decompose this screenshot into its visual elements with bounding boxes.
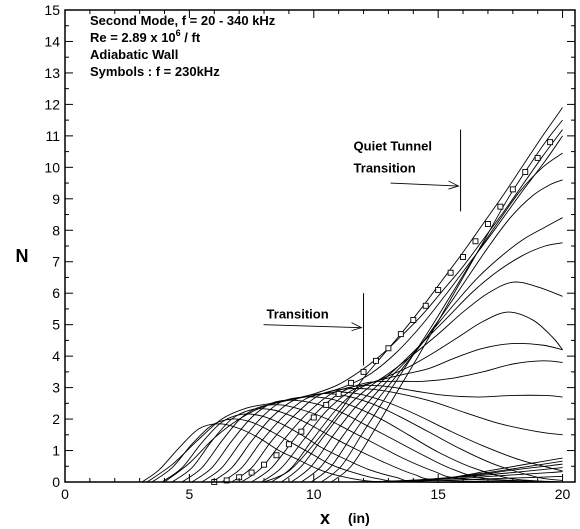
legend-line-2: Re = 2.89 x 106 / ft <box>90 28 201 45</box>
quiet-tunnel-arrowhead <box>448 180 460 190</box>
legend-line-4: Symbols : f = 230kHz <box>90 64 220 79</box>
y-tick-label: 13 <box>44 65 60 81</box>
y-tick-label: 11 <box>45 128 60 144</box>
symbol-point <box>422 302 429 309</box>
y-tick-label: 7 <box>52 254 60 270</box>
series-line-17 <box>301 217 563 483</box>
y-tick-label: 3 <box>52 380 60 396</box>
y-tick-label: 4 <box>52 348 60 364</box>
series-line-13 <box>261 342 563 483</box>
x-tick-label: 5 <box>185 486 193 502</box>
x-tick-label: 15 <box>430 486 446 502</box>
transition-label: Transition <box>267 307 329 322</box>
symbol-point <box>522 169 529 176</box>
symbol-point <box>298 428 305 435</box>
y-tick-label: 1 <box>52 443 60 459</box>
symbol-point <box>273 452 280 459</box>
symbol-point <box>323 401 330 408</box>
symbol-point <box>435 287 442 294</box>
x-tick-label: 0 <box>61 486 69 502</box>
symbol-point <box>547 139 554 146</box>
symbol-point <box>223 477 230 484</box>
y-tick-label: 10 <box>44 159 60 175</box>
legend-text: Second Mode, f = 20 - 340 kHz Re = 2.89 … <box>90 13 276 79</box>
symbol-point <box>460 254 466 260</box>
series-line-8 <box>211 393 563 483</box>
symbol-point <box>335 390 342 397</box>
series-line-19 <box>320 152 563 483</box>
symbol-series <box>211 139 554 485</box>
y-tick-label: 2 <box>52 411 60 427</box>
quiet-tunnel-label-line-1: Quiet Tunnel <box>354 138 432 153</box>
symbol-point <box>348 379 355 386</box>
y-axis-label: N <box>16 246 29 266</box>
series-line-11 <box>241 384 563 483</box>
series-line-2 <box>151 418 563 483</box>
series-line-27 <box>388 463 563 483</box>
series-line-7 <box>201 396 563 483</box>
quiet-tunnel-arrow <box>390 182 459 187</box>
legend-re-prefix: Re = 2.89 x 10 <box>90 30 176 45</box>
y-tick-label: 5 <box>52 317 60 333</box>
symbol-point <box>360 368 367 375</box>
series-line-20 <box>330 119 563 483</box>
symbol-point <box>385 345 392 352</box>
y-tick-label: 14 <box>44 33 60 49</box>
x-axis-unit: (in) <box>348 510 370 526</box>
plot-frame <box>64 9 576 483</box>
symbol-point <box>497 203 504 210</box>
y-tick-label: 6 <box>52 285 60 301</box>
legend-re-suffix: / ft <box>181 30 201 45</box>
legend-line-1: Second Mode, f = 20 - 340 kHz <box>90 13 276 28</box>
symbol-point <box>261 461 267 468</box>
y-tick-label: 12 <box>44 96 60 112</box>
x-axis-label: x <box>320 508 330 528</box>
series-line-3 <box>161 413 563 483</box>
legend-line-3: Adiabatic Wall <box>90 47 178 62</box>
y-tick-label: 15 <box>44 2 60 18</box>
symbol-point <box>373 357 379 364</box>
y-tick-label: 8 <box>52 222 60 238</box>
symbol-point <box>447 269 454 276</box>
series-line-9 <box>221 391 563 483</box>
x-tick-label: 10 <box>306 486 322 502</box>
symbol-point <box>248 469 255 476</box>
series-line-12 <box>251 360 563 483</box>
series-line-14 <box>271 311 563 483</box>
symbol-point <box>397 331 404 338</box>
transition-arrowhead <box>351 322 363 332</box>
annotations: Transition Quiet Tunnel Transition <box>263 129 462 366</box>
symbol-point <box>285 441 292 448</box>
transition-arrow <box>263 324 362 329</box>
y-tick-label: 9 <box>52 191 60 207</box>
symbol-point <box>310 414 317 421</box>
series-line-28 <box>400 460 563 483</box>
series-line-10 <box>231 388 563 483</box>
y-tick-label: 0 <box>52 474 60 490</box>
series-line-21 <box>146 135 563 483</box>
quiet-tunnel-label-line-2: Transition <box>354 160 416 175</box>
symbol-point <box>509 186 516 193</box>
series-line-22 <box>164 129 563 483</box>
symbol-point <box>534 154 541 161</box>
series-line-18 <box>311 179 563 483</box>
x-tick-label: 20 <box>555 486 571 502</box>
symbol-point <box>484 221 491 227</box>
legend-re-exponent: 6 <box>176 28 181 38</box>
series-curves <box>141 107 563 483</box>
symbol-point <box>472 238 479 245</box>
symbol-point <box>410 316 417 323</box>
